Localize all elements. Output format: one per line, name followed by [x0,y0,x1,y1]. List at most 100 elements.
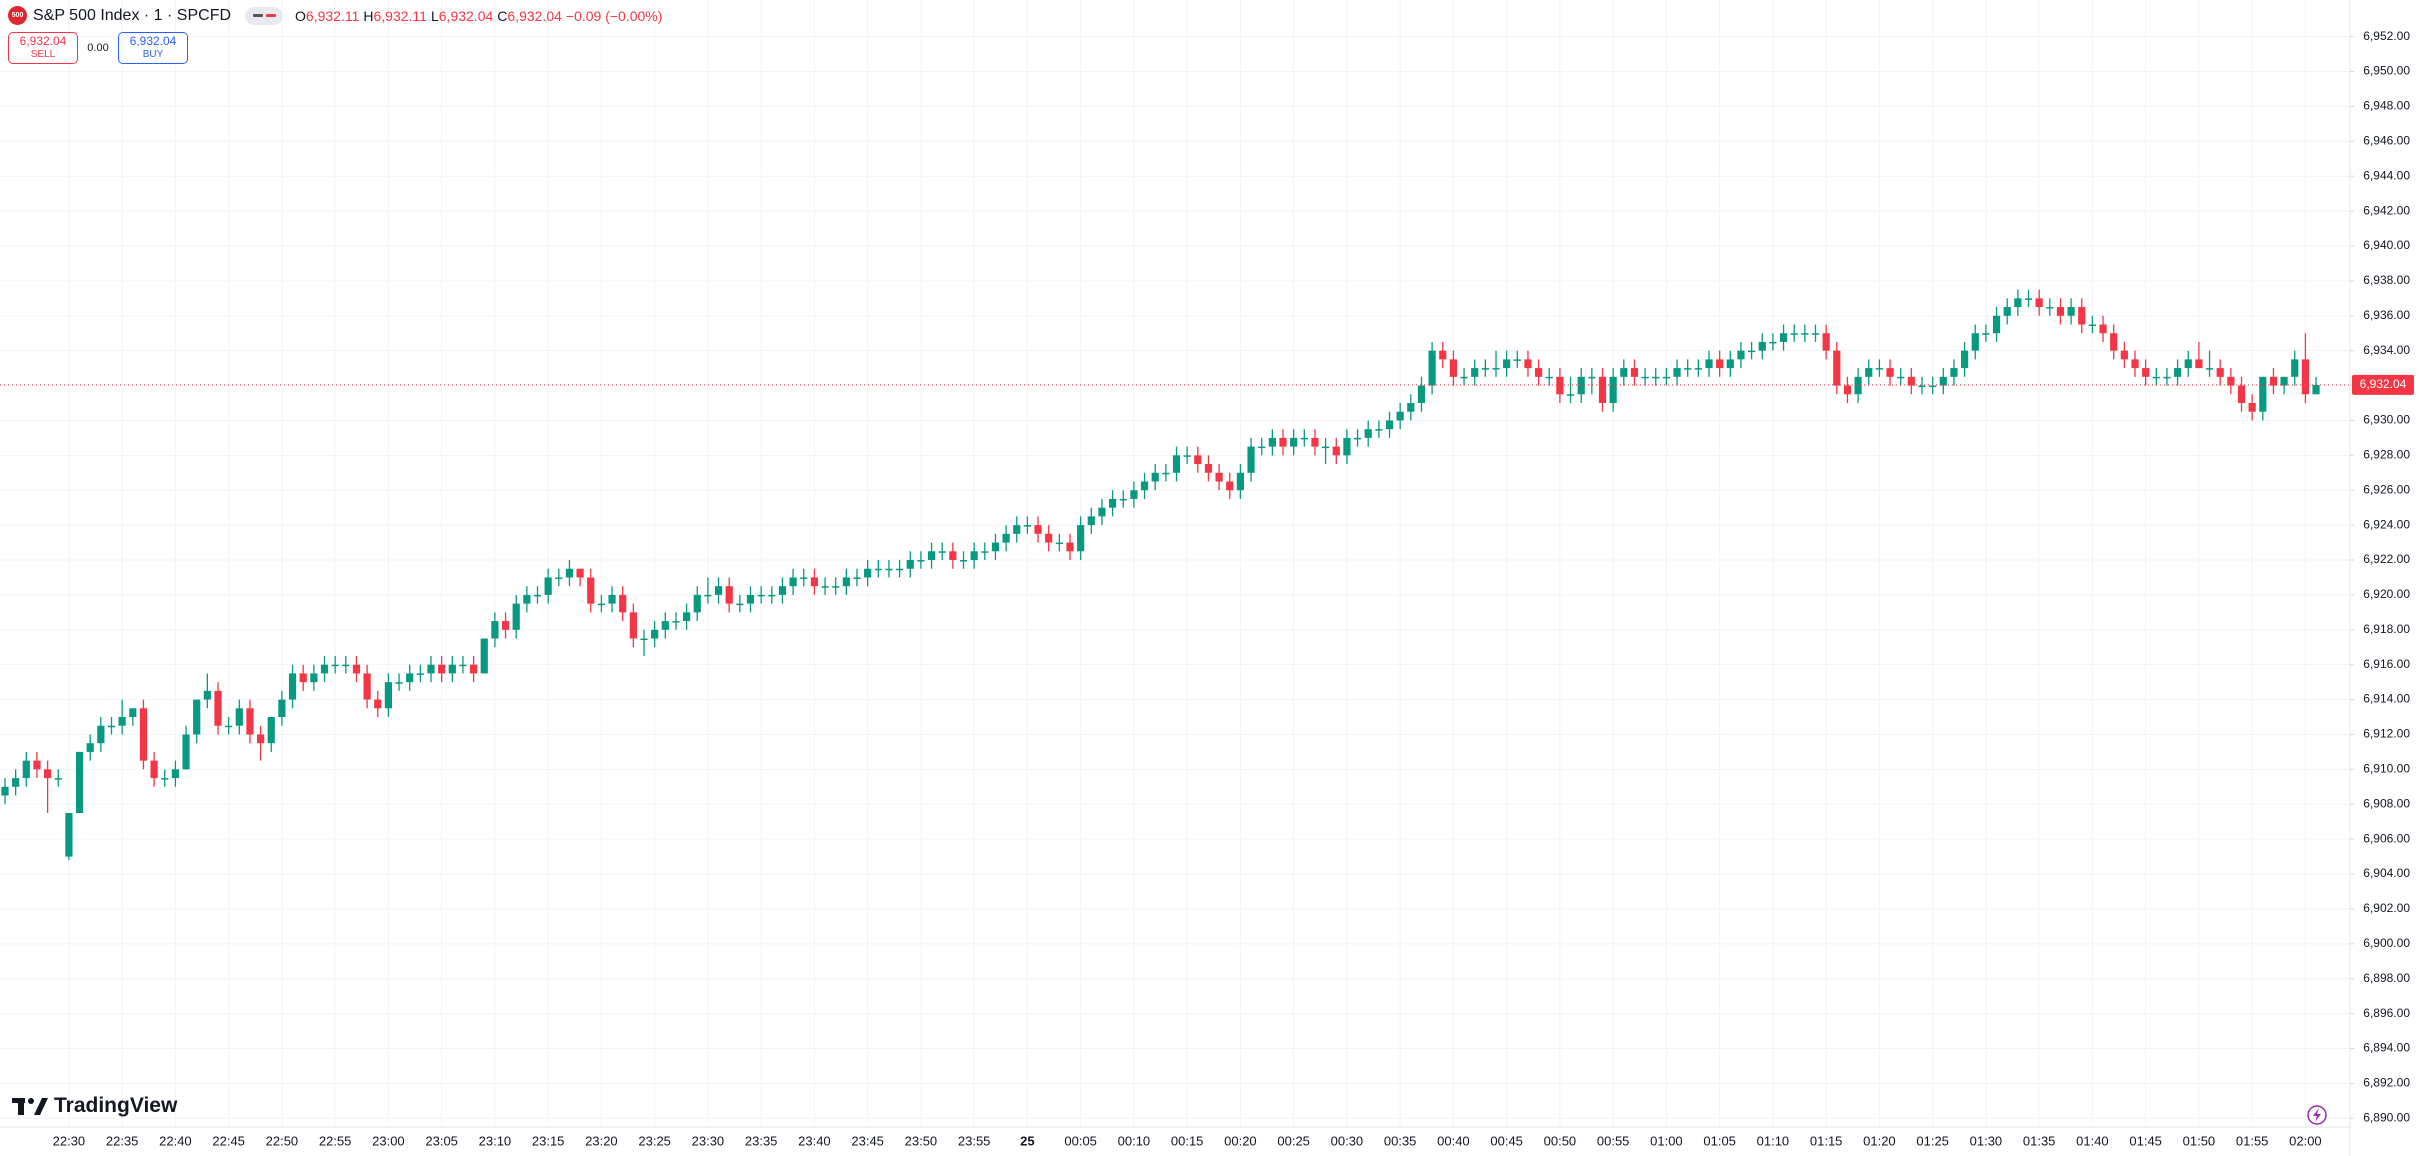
candle-body [203,690,211,700]
candle-body [1503,359,1511,369]
candle-body [725,586,733,604]
candle-body [629,612,637,639]
x-tick-label: 23:05 [425,1133,458,1148]
candle-body [565,568,574,578]
candle-body [2205,368,2214,370]
candle-body [1204,464,1213,473]
candle-body [1279,437,1287,447]
symbol-title[interactable]: S&P 500 Index · 1 · SPCFD [33,6,232,24]
x-tick-label: 01:45 [2129,1133,2162,1148]
candle-body [555,577,563,579]
candle-body [193,699,201,735]
visibility-toggle[interactable] [245,6,284,25]
candle-body [2184,359,2192,369]
candle-body [512,603,520,630]
ohlc-change: −0.09 (−0.00%) [565,7,663,24]
candle-body [2174,368,2182,377]
candle-body [1726,359,1734,369]
x-tick-label: 22:50 [266,1133,299,1148]
candle-body [1077,525,1085,552]
x-tick-label: 01:30 [1970,1133,2003,1148]
x-tick-label: 22:55 [319,1133,352,1148]
candle-body [544,577,552,595]
candle-body [225,725,233,728]
candle-body [1300,437,1308,440]
candle-body [1961,350,1969,369]
trade-buttons: 6,932.04 SELL 0.00 6,932.04 BUY [8,32,188,64]
candle-body [182,734,190,770]
spread: 0.00 [87,42,109,54]
candle-body [1353,437,1362,440]
x-tick-label: 22:35 [106,1133,139,1148]
candle-body [374,699,382,709]
candle-body [1971,333,1979,351]
candle-body [1162,472,1170,475]
x-tick-label: 01:25 [1916,1133,1949,1148]
y-tick-label: 6,922.00 [2363,552,2410,566]
candle-body [619,594,627,613]
candle-body [1907,376,1915,386]
y-tick-label: 6,908.00 [2363,796,2410,810]
y-tick-label: 6,948.00 [2363,99,2410,113]
candle-body [1268,437,1276,447]
candle-body [480,638,488,674]
candle-body [2227,376,2235,386]
x-tick-label: 00:45 [1490,1133,1523,1148]
x-tick-label: 00:10 [1118,1133,1151,1148]
candle-body [12,778,20,787]
x-tick-label: 23:50 [905,1133,938,1148]
y-tick-label: 6,934.00 [2363,343,2410,357]
candle-body [416,673,424,675]
last-price-label: 6,932.04 [2360,377,2407,391]
candle-body [1226,481,1234,491]
y-tick-label: 6,950.00 [2363,64,2410,78]
x-tick-label: 23:20 [585,1133,618,1148]
ohlc-item: O6,932.11 [295,8,359,24]
candle-body [1332,446,1340,456]
candle-body [1598,376,1607,403]
candle-body [1396,411,1404,421]
candle-body [1652,376,1660,379]
ohlc-value: 6,932.04 [507,7,562,24]
y-tick-label: 6,892.00 [2363,1076,2410,1090]
candle-body [1449,359,1457,377]
y-tick-label: 6,936.00 [2363,308,2410,322]
candle-body [746,594,755,604]
replay-icon[interactable] [2307,1105,2327,1125]
candle-body [1290,437,1298,447]
brand[interactable]: TradingView [12,1094,177,1118]
buy-button[interactable]: 6,932.04 BUY [118,32,188,64]
candle-body [1535,368,1543,377]
candle-body [1481,368,1489,370]
x-tick-label: 01:55 [2236,1133,2269,1148]
candle-body [885,568,893,571]
ohlc-key: H [363,7,374,24]
candle-body [1609,376,1617,403]
candle-body [1,786,9,796]
chart-header: 500 S&P 500 Index · 1 · SPCFD O6,932.11 H… [8,6,662,25]
candle-body [299,673,307,683]
candle-body [1769,341,1777,344]
candle-body [1897,376,1905,379]
x-tick-label: 01:35 [2023,1133,2056,1148]
candle-body [1364,429,1372,438]
sell-button[interactable]: 6,932.04 SELL [8,32,78,64]
candle-body [661,621,669,630]
candle-body [1428,350,1436,386]
candle-body [1119,498,1127,501]
y-tick-label: 6,942.00 [2363,203,2410,217]
candle-body [1662,376,1670,379]
y-tick-label: 6,940.00 [2363,238,2410,252]
candle-body [448,664,456,674]
candle-body [1385,420,1394,430]
candle-body [2142,368,2150,377]
candle-body [842,577,850,587]
candle-body [214,690,222,726]
candle-body [1811,333,1820,335]
y-tick-label: 6,912.00 [2363,727,2410,741]
candle-body [235,708,243,726]
x-tick-label: 22:45 [212,1133,245,1148]
replay-icon-bolt [2313,1108,2321,1122]
candle-body [693,594,701,613]
candle-body [1929,385,1937,388]
